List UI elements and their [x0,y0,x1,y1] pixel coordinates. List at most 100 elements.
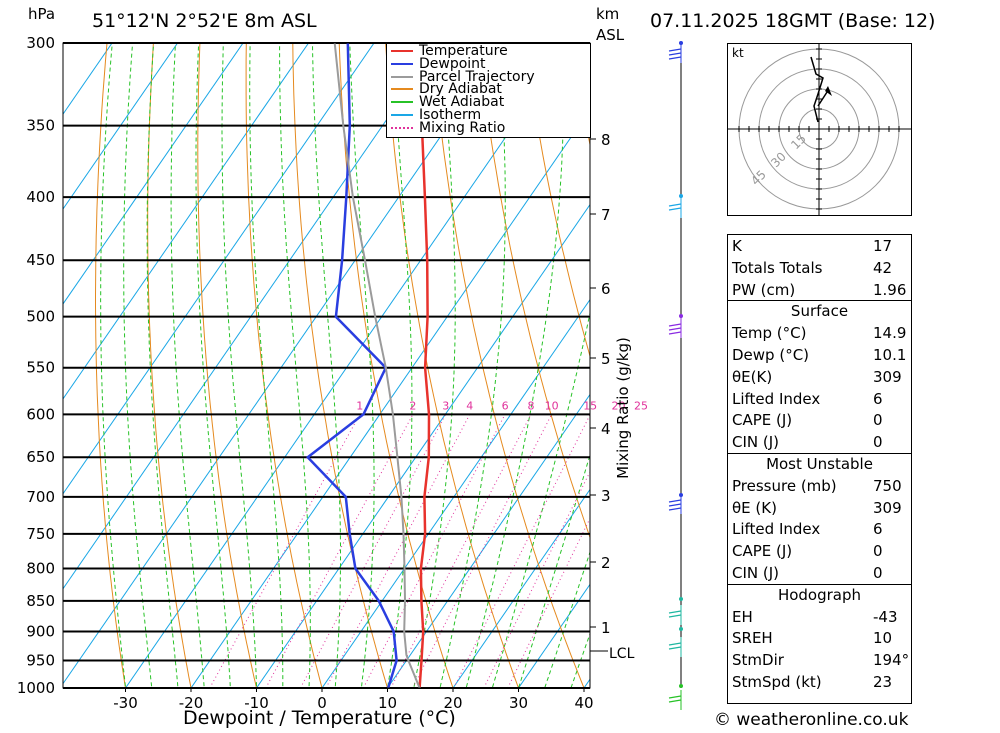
index-value: 309 [873,367,902,386]
legend-swatch [391,62,413,65]
index-row: StmSpd (kt) 23 [728,671,911,693]
index-row: Temp (°C) 14.9 [728,322,911,344]
legend-swatch [391,114,413,116]
pressure-tick-label: 350 [26,117,55,135]
pressure-tick-label: 550 [26,359,55,377]
isotherm-line [63,43,441,590]
mixing-ratio-label: 10 [545,399,559,412]
index-key: StmSpd (kt) [732,673,822,691]
temp-tick-label: 30 [509,694,528,712]
wind-barb-flag [668,207,682,211]
index-row: SREH 10 [728,627,911,649]
km-tick-label: 1 [601,619,611,637]
pressure-tick-label: 850 [26,592,55,610]
indices-table: K 17 Totals Totals 42 PW (cm) 1.96 Surface Temp… [727,234,912,704]
dry-adiabat-line [338,43,454,688]
dry-adiabat-line [524,43,590,358]
wet-adiabat-line [465,43,565,688]
isotherm-line [517,583,590,688]
table-divider [728,300,911,302]
dry-adiabat-line [976,6,1000,714]
temperature-line [418,43,431,688]
wind-barb-flag [668,699,682,703]
index-key: Lifted Index [732,520,821,539]
table-divider [728,453,911,454]
index-value: 6 [873,389,883,408]
index-key: PW (cm) [732,280,796,299]
pressure-tick-label: 600 [26,405,55,423]
pressure-tick-label: 450 [26,251,55,269]
table-divider [728,583,911,585]
index-row: PW (cm) 1.96 [728,279,911,301]
lcl-label: LCL [609,646,635,662]
pressure-tick-label: 1000 [17,679,55,697]
hodograph-unit-label: kt [732,46,744,60]
datetime-title: 07.11.2025 18GMT (Base: 12) [650,10,936,32]
legend-label: Mixing Ratio [419,119,506,136]
index-row: CIN (J) 0 [728,562,911,584]
pressure-tick-label: 800 [26,559,55,577]
table-section-title: Hodograph [777,585,862,604]
wind-barb-flag [668,323,682,327]
km-tick-label: 7 [601,206,611,224]
hodograph-panel: 15 30 45 kt [727,43,912,216]
wind-barb-flag [668,48,682,52]
index-value: 0 [873,411,883,430]
mixing-ratio-label: 4 [466,399,473,412]
table-section-title: Surface [790,302,849,321]
legend-swatch [391,101,413,104]
pressure-tick-label: 900 [26,623,55,641]
mixing-ratio-label: 1 [356,399,363,412]
dry-adiabat-line [477,43,590,539]
legend-item: Parcel Trajectory [391,70,535,84]
wind-barb-flag [668,331,682,335]
index-value: 0 [873,564,883,582]
mixing-ratio-label: 2 [409,399,416,412]
dry-adiabat-line [385,43,520,688]
index-value: -43 [873,607,898,626]
wind-barb-flag [668,507,682,511]
index-row: Totals Totals 42 [728,257,911,279]
index-value: 10.1 [873,346,907,364]
dry-adiabat-line [930,6,1000,714]
isotherm-line [255,203,590,688]
mixing-ratio-line [265,414,414,688]
copyright-footer: © weatheronline.co.uk [714,710,909,730]
asl-unit-label: ASL [596,26,625,44]
hpa-unit-label: hPa [28,5,56,23]
index-key: K [732,237,742,255]
wind-level-dot [679,684,683,688]
location-title: 51°12'N 2°52'E 8m ASL [92,10,317,32]
index-value: 14.9 [873,324,907,343]
wind-barb-flag [668,327,682,331]
wind-barb-flag [668,610,682,614]
wind-level-dot [679,493,683,497]
legend-label: Wet Adiabat [419,94,505,111]
mixing-ratio-label: 20 [612,399,626,412]
km-unit-label: km [596,5,620,23]
wind-barb-flag [668,642,682,646]
index-key: Pressure (mb) [732,476,837,495]
index-key: EH [732,607,753,626]
wet-adiabat-line [123,43,153,688]
index-row: Pressure (mb) 750 [728,475,911,497]
index-value: 0 [873,542,883,561]
temp-tick-label: 40 [574,694,593,712]
hodograph-trace [810,56,824,123]
km-tick-label: 6 [601,280,611,298]
index-key: Lifted Index [732,389,821,408]
temp-tick-label: -20 [179,694,204,712]
legend-swatch [391,88,413,91]
wind-level-dot [679,41,683,45]
mixing-ratio-label: 8 [528,399,535,412]
km-tick-label: 2 [601,554,611,572]
legend-swatch [391,50,413,52]
wind-barb-flag [668,203,682,207]
wind-level-dot [679,194,683,198]
index-row: Lifted Index 6 [728,388,911,410]
isotherm-line [452,488,590,688]
legend-swatch [391,126,413,129]
mixing-ratio-label: 3 [442,399,449,412]
